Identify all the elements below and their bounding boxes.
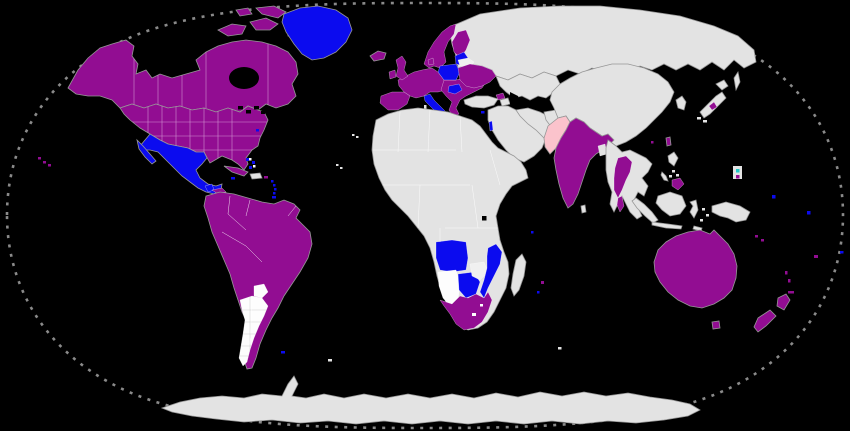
region-new-zealand bbox=[753, 293, 791, 333]
region-new-guinea bbox=[711, 201, 751, 223]
region-uk bbox=[395, 55, 409, 81]
region-hispaniola bbox=[249, 172, 263, 180]
region-middle-east bbox=[487, 105, 547, 163]
region-mexico bbox=[136, 133, 223, 195]
region-canary-islands bbox=[352, 134, 359, 138]
region-turkey bbox=[463, 95, 499, 109]
region-taiwan bbox=[665, 136, 672, 147]
region-paraguay bbox=[253, 283, 269, 299]
argentina-province-borders bbox=[239, 296, 268, 366]
region-new-caledonia bbox=[788, 291, 794, 294]
region-angola bbox=[435, 239, 469, 273]
region-madagascar bbox=[510, 253, 527, 297]
region-zimbabwe bbox=[469, 261, 489, 281]
region-ireland bbox=[388, 69, 397, 80]
region-guam bbox=[736, 169, 740, 173]
region-cape-verde bbox=[336, 164, 343, 169]
region-philippines bbox=[660, 151, 679, 182]
africa-country-borders bbox=[373, 109, 508, 242]
region-eswatini bbox=[480, 304, 483, 307]
region-sri-lanka bbox=[580, 204, 587, 214]
region-denmark bbox=[427, 57, 435, 66]
region-seychelles bbox=[531, 231, 534, 234]
region-hong-kong bbox=[651, 141, 654, 144]
region-scandinavia bbox=[423, 23, 457, 69]
lake-victoria bbox=[482, 216, 487, 221]
region-cuba bbox=[223, 165, 249, 177]
region-mauritius bbox=[541, 281, 544, 284]
region-micronesia bbox=[772, 195, 776, 199]
region-tasmania bbox=[711, 320, 721, 330]
region-greenland bbox=[281, 5, 353, 61]
region-samoa bbox=[840, 251, 844, 254]
region-georgia bbox=[495, 92, 506, 101]
region-south-africa bbox=[439, 291, 493, 331]
region-hungary bbox=[447, 83, 463, 95]
region-sardinia bbox=[424, 105, 427, 110]
region-lesser-antilles bbox=[271, 180, 277, 195]
hudson-bay bbox=[229, 67, 259, 89]
region-bermuda bbox=[256, 129, 259, 132]
region-korea bbox=[675, 95, 687, 111]
region-puerto-rico bbox=[264, 176, 268, 179]
region-israel bbox=[488, 120, 494, 132]
region-marianas bbox=[736, 175, 740, 179]
region-south-america bbox=[203, 191, 313, 370]
region-bahamas bbox=[246, 158, 255, 169]
region-lesotho bbox=[472, 313, 476, 316]
region-ukraine bbox=[457, 63, 497, 89]
region-south-georgia bbox=[328, 359, 332, 362]
south-america-country-borders bbox=[221, 195, 297, 345]
great-lakes bbox=[238, 106, 265, 114]
region-bahamas-cays bbox=[249, 158, 256, 168]
region-sao-tome bbox=[407, 212, 410, 215]
region-trinidad bbox=[272, 196, 276, 199]
canada-province-borders bbox=[133, 44, 269, 108]
region-mindanao bbox=[671, 177, 685, 191]
region-kerguelen bbox=[558, 347, 562, 350]
region-antarctica bbox=[160, 375, 701, 425]
region-iberia bbox=[379, 91, 411, 111]
region-iceland bbox=[369, 50, 387, 62]
region-mozambique bbox=[479, 243, 503, 299]
region-falkland-islands bbox=[281, 351, 285, 354]
region-marshall-islands bbox=[807, 211, 811, 215]
region-arctic-islands bbox=[217, 5, 305, 39]
region-fiji bbox=[814, 255, 818, 258]
region-finland bbox=[451, 29, 471, 59]
region-reunion bbox=[537, 291, 540, 294]
region-japan-partial bbox=[708, 101, 718, 111]
region-cyprus bbox=[481, 111, 485, 114]
region-jamaica bbox=[231, 177, 235, 180]
region-vanuatu bbox=[785, 271, 791, 283]
region-solomon-islands bbox=[755, 235, 764, 242]
region-australia bbox=[653, 229, 738, 309]
region-sakhalin bbox=[733, 70, 741, 92]
region-hawaii bbox=[38, 157, 51, 167]
region-poland bbox=[437, 63, 461, 81]
region-thailand bbox=[613, 155, 633, 213]
